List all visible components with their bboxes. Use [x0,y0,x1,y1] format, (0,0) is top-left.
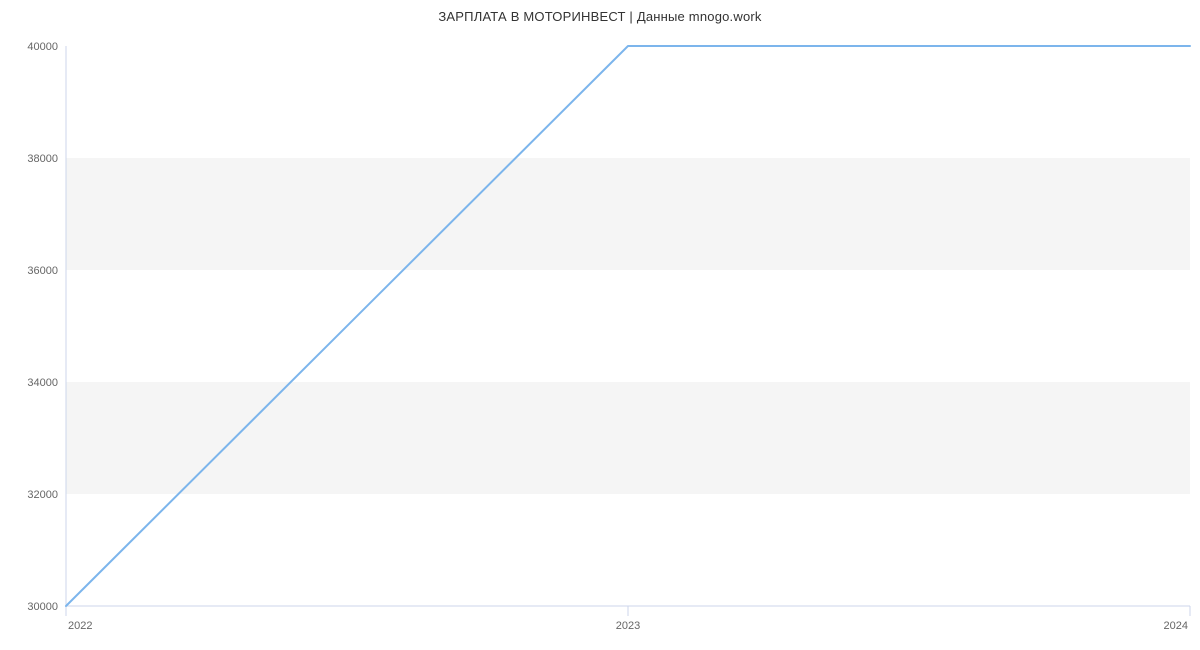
y-tick-label: 34000 [27,377,58,389]
y-tick-label: 36000 [27,265,58,277]
plot-band [66,158,1190,270]
x-tick-label: 2023 [616,620,640,632]
y-tick-label: 30000 [27,601,58,613]
y-tick-label: 38000 [27,153,58,165]
x-tick-label: 2022 [68,620,92,632]
chart-title: ЗАРПЛАТА В МОТОРИНВЕСТ | Данные mnogo.wo… [0,9,1200,24]
y-tick-label: 40000 [27,41,58,53]
chart-svg: 30000 32000 34000 36000 38000 40000 2022 2023 20… [0,0,1200,650]
y-tick-label: 32000 [27,489,58,501]
series-salary [66,46,1190,606]
x-tick-label: 2024 [1164,620,1188,632]
salary-line-chart: ЗАРПЛАТА В МОТОРИНВЕСТ | Данные mnogo.wo… [0,0,1200,650]
